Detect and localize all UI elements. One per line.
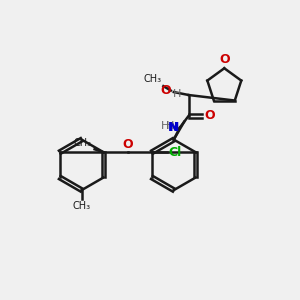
Text: CH₃: CH₃ [73, 200, 91, 211]
Text: H: H [173, 88, 181, 98]
Text: N: N [168, 121, 178, 134]
Text: CH₃: CH₃ [144, 74, 162, 84]
Text: N: N [169, 121, 179, 134]
Text: O: O [161, 84, 171, 97]
Text: O: O [219, 53, 230, 66]
Text: O: O [122, 138, 133, 151]
Text: H: H [166, 121, 174, 131]
Text: Cl: Cl [168, 146, 182, 159]
Text: H: H [161, 121, 169, 131]
Text: O: O [204, 109, 215, 122]
Text: CH₃: CH₃ [74, 138, 92, 148]
